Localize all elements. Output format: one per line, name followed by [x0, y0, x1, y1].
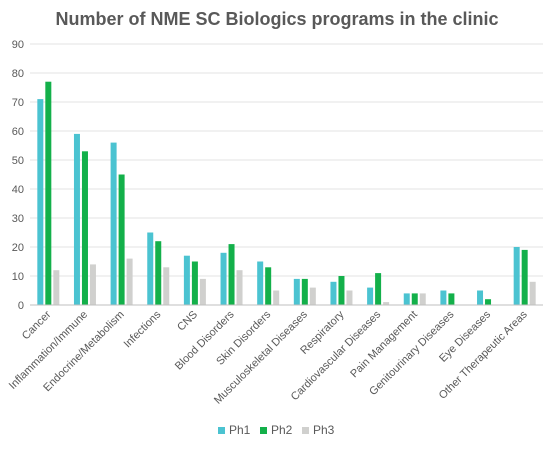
y-tick-label: 20 [12, 242, 24, 254]
bar-ph3 [53, 270, 60, 305]
bar-ph1 [293, 278, 300, 305]
bar-ph3 [273, 290, 280, 305]
bar-ph1 [367, 287, 374, 305]
y-tick-label: 40 [12, 184, 24, 196]
bar-ph1 [183, 255, 190, 305]
bar-ph1 [440, 290, 447, 305]
bar-ph2 [411, 293, 418, 305]
bar-ph1 [220, 252, 227, 305]
legend-swatch-ph3 [302, 427, 309, 434]
chart-title: Number of NME SC Biologics programs in t… [55, 9, 499, 29]
bar-ph1 [147, 232, 154, 305]
y-tick-label: 0 [18, 300, 24, 312]
legend-label-ph3: Ph3 [313, 423, 335, 437]
bar-ph2 [191, 261, 198, 305]
category-label: CNS [175, 309, 200, 334]
legend-label-ph1: Ph1 [229, 423, 251, 437]
bar-ph3 [346, 290, 353, 305]
bars [37, 81, 536, 305]
bar-ph3 [309, 287, 316, 305]
y-tick-label: 80 [12, 68, 24, 80]
bar-ph3 [199, 278, 206, 305]
legend-swatch-ph2 [260, 427, 267, 434]
y-tick-label: 30 [12, 213, 24, 225]
bar-ph3 [126, 258, 133, 305]
bar-ph2 [45, 81, 52, 305]
bar-ph1 [37, 99, 44, 305]
y-tick-label: 70 [12, 97, 24, 109]
bar-ph1 [257, 261, 264, 305]
category-label: Pain Management [348, 309, 420, 381]
bar-ph1 [403, 293, 410, 305]
bar-ph2 [118, 174, 125, 305]
category-label: Infections [122, 308, 164, 350]
bar-ph2 [301, 278, 308, 305]
bar-ph3 [529, 281, 536, 305]
y-tick-label: 90 [12, 39, 24, 51]
category-label: Cancer [20, 308, 54, 342]
bar-ph2 [228, 244, 235, 305]
bar-ph2 [265, 267, 272, 305]
legend-label-ph2: Ph2 [271, 423, 293, 437]
legend: Ph1 Ph2 Ph3 [218, 423, 335, 437]
bar-ph2 [521, 249, 528, 305]
bar-ph2 [81, 151, 88, 305]
bar-ph2 [338, 276, 345, 305]
bar-ph2 [155, 241, 162, 305]
y-axis-ticks: 0 10 20 30 40 50 60 70 80 90 [12, 39, 24, 312]
y-tick-label: 10 [12, 271, 24, 283]
bar-ph2 [448, 293, 455, 305]
y-tick-label: 50 [12, 155, 24, 167]
bar-ph3 [163, 267, 170, 305]
bar-ph3 [236, 270, 243, 305]
bar-ph1 [513, 247, 520, 305]
bar-ph1 [477, 290, 484, 305]
bar-ph1 [110, 142, 117, 305]
gridlines [30, 43, 543, 277]
category-labels: CancerInflammation/ImmuneEndocrine/Metab… [7, 308, 530, 406]
bar-ph1 [330, 281, 337, 305]
bar-ph2 [485, 299, 492, 305]
legend-swatch-ph1 [218, 427, 225, 434]
y-tick-label: 60 [12, 126, 24, 138]
bar-ph1 [73, 133, 80, 305]
bar-ph3 [419, 293, 426, 305]
bar-ph2 [375, 273, 382, 305]
bar-ph3 [89, 264, 96, 305]
bar-ph3 [383, 302, 390, 305]
